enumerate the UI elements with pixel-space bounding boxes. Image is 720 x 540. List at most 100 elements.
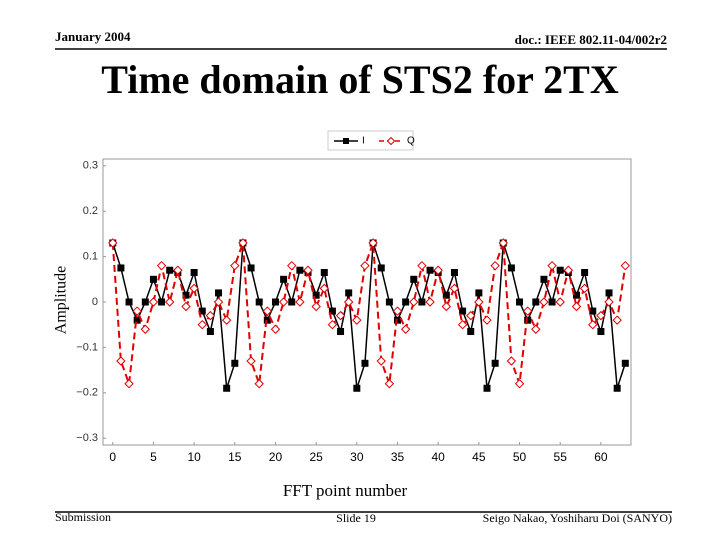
point — [474, 297, 484, 307]
point — [450, 268, 458, 276]
x-axis-label: FFT point number — [283, 481, 408, 500]
point — [197, 319, 207, 330]
point — [581, 268, 589, 276]
point — [108, 238, 118, 248]
point — [230, 260, 240, 271]
point — [417, 260, 427, 271]
point — [320, 268, 328, 276]
point — [589, 307, 597, 315]
point — [524, 316, 532, 324]
x-tick-label: 5 — [150, 450, 157, 464]
point — [392, 306, 403, 316]
point — [612, 315, 622, 325]
point — [246, 356, 256, 366]
point — [263, 316, 271, 324]
point — [441, 301, 452, 312]
point — [189, 283, 199, 294]
point — [156, 260, 167, 271]
legend-label: Q — [407, 136, 415, 147]
point — [548, 298, 556, 306]
point — [621, 359, 629, 367]
point — [613, 384, 621, 392]
x-tick-label: 45 — [472, 450, 486, 464]
point — [141, 298, 149, 306]
point — [328, 307, 336, 315]
point — [498, 238, 508, 248]
footer-center: Slide 19 — [336, 511, 376, 525]
point — [483, 384, 491, 392]
point — [335, 310, 346, 321]
point — [459, 307, 467, 315]
point — [255, 298, 263, 306]
point — [231, 359, 239, 367]
point — [410, 275, 418, 283]
point — [345, 289, 353, 297]
point — [491, 359, 499, 367]
point — [547, 260, 557, 271]
point — [173, 265, 183, 275]
y-tick-label: −0.3 — [76, 432, 98, 444]
footer-right: Seigo Nakao, Yoshiharu Doi (SANYO) — [483, 511, 672, 525]
y-tick-label: 0.3 — [83, 160, 98, 172]
series-line — [112, 242, 627, 389]
point — [482, 315, 492, 325]
x-tick-label: 30 — [350, 450, 364, 464]
point — [360, 260, 370, 271]
y-tick-label: 0.1 — [83, 251, 98, 263]
point — [579, 283, 590, 294]
point — [563, 265, 574, 275]
point — [117, 264, 125, 272]
point — [605, 289, 613, 297]
point — [280, 275, 288, 283]
y-axis-label: Amplitude — [53, 266, 70, 334]
legend-marker — [386, 136, 396, 146]
point — [182, 291, 190, 299]
point — [368, 238, 378, 248]
legend-marker — [343, 138, 349, 144]
point — [223, 384, 231, 392]
point — [125, 298, 133, 306]
point — [296, 266, 304, 274]
point — [596, 310, 606, 321]
point — [327, 319, 338, 330]
x-tick-label: 0 — [109, 450, 116, 464]
point — [425, 297, 435, 307]
point — [433, 265, 443, 275]
point — [475, 289, 483, 297]
point — [449, 283, 460, 294]
point — [466, 310, 476, 321]
point — [287, 260, 297, 271]
point — [539, 297, 549, 307]
point — [319, 283, 329, 294]
point — [522, 306, 533, 316]
point — [384, 379, 395, 389]
point — [352, 315, 362, 325]
point — [457, 319, 468, 330]
point — [238, 238, 248, 248]
x-tick-label: 55 — [554, 450, 568, 464]
point — [181, 301, 191, 312]
point — [190, 268, 198, 276]
point — [166, 266, 174, 274]
series-line — [111, 242, 627, 385]
point — [221, 315, 232, 325]
point — [215, 289, 223, 297]
x-tick-label: 25 — [309, 450, 323, 464]
point — [288, 298, 296, 306]
point — [148, 297, 159, 307]
point — [254, 379, 264, 389]
point — [271, 298, 279, 306]
point — [213, 297, 224, 307]
point — [198, 307, 206, 315]
point — [426, 266, 434, 274]
point — [206, 328, 214, 336]
point — [376, 356, 386, 366]
point — [409, 297, 419, 307]
point — [385, 298, 393, 306]
point — [377, 264, 385, 272]
point — [312, 291, 320, 299]
point — [532, 298, 540, 306]
x-tick-label: 10 — [187, 450, 201, 464]
point — [506, 356, 517, 366]
point — [516, 298, 524, 306]
